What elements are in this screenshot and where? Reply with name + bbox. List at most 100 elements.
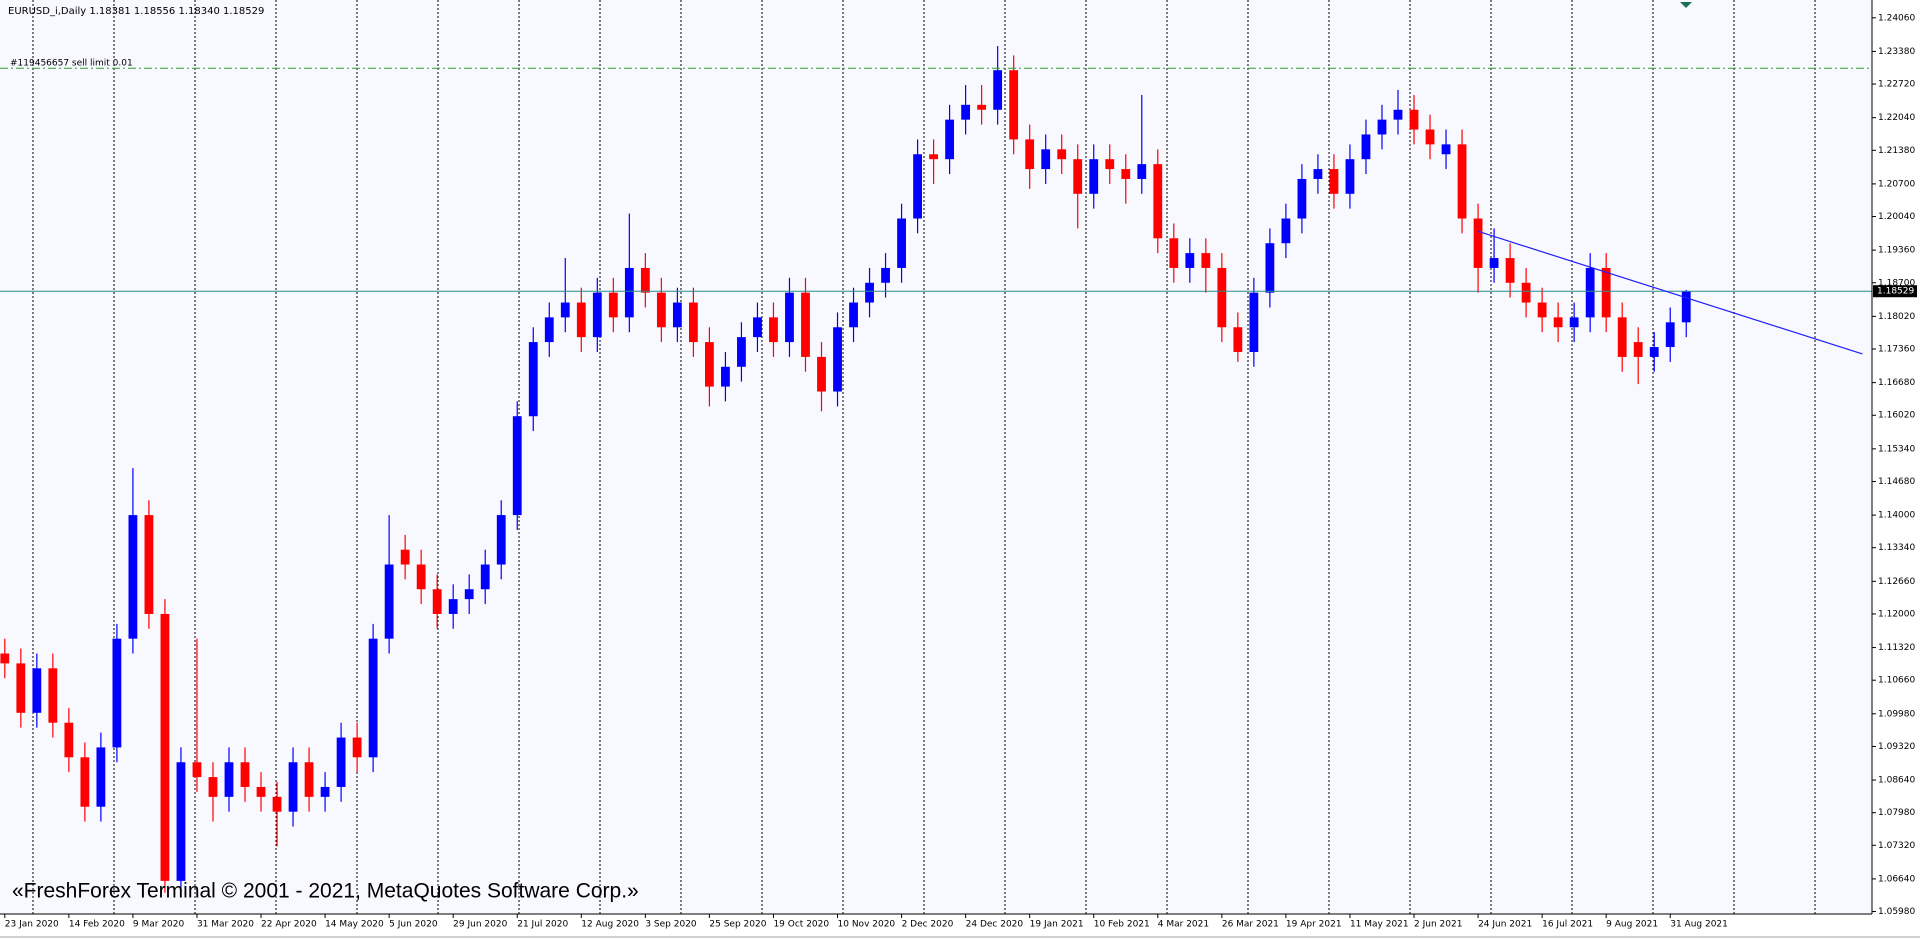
candle-body bbox=[160, 613, 170, 881]
y-tick-label: 1.06640 bbox=[1878, 874, 1915, 884]
candle-body bbox=[272, 796, 282, 812]
time-axis-area bbox=[0, 914, 1920, 939]
x-tick-label: 3 Sep 2020 bbox=[645, 920, 697, 930]
grid bbox=[32, 0, 1816, 914]
candle-body bbox=[977, 104, 987, 110]
y-tick-label: 1.13340 bbox=[1878, 543, 1915, 553]
last-price-label: 1.18529 bbox=[1877, 287, 1914, 297]
plot-background bbox=[0, 0, 1872, 914]
candle-body bbox=[112, 638, 122, 748]
candle-body bbox=[1025, 139, 1035, 170]
candle-body bbox=[304, 762, 314, 797]
candle-body bbox=[192, 762, 202, 778]
y-tick-label: 1.05980 bbox=[1878, 907, 1915, 917]
x-tick-label: 2 Jun 2021 bbox=[1414, 920, 1462, 930]
candle-body bbox=[64, 722, 74, 758]
candle-body bbox=[1409, 109, 1419, 130]
candle-body bbox=[320, 786, 330, 797]
x-tick-label: 12 Aug 2020 bbox=[581, 920, 639, 930]
candle-body bbox=[1169, 238, 1179, 268]
x-tick-label: 29 Jun 2020 bbox=[453, 920, 507, 930]
candle-body bbox=[1329, 169, 1339, 194]
candle-body bbox=[1297, 178, 1307, 219]
y-tick-label: 1.09320 bbox=[1878, 742, 1915, 752]
y-tick-label: 1.12660 bbox=[1878, 577, 1915, 587]
candle-body bbox=[464, 589, 474, 600]
x-tick-label: 31 Mar 2020 bbox=[197, 920, 254, 930]
y-tick-label: 1.07320 bbox=[1878, 841, 1915, 851]
y-tick-label: 1.10660 bbox=[1878, 676, 1915, 686]
candle-body bbox=[1681, 291, 1691, 323]
candle-body bbox=[672, 302, 682, 328]
candle-body bbox=[1537, 302, 1547, 318]
x-tick-label: 14 Feb 2020 bbox=[69, 920, 125, 930]
candle-body bbox=[1585, 267, 1595, 318]
candle-body bbox=[1377, 119, 1387, 135]
overlays bbox=[0, 67, 1872, 355]
candle-body bbox=[1265, 243, 1275, 293]
y-tick-label: 1.09980 bbox=[1878, 709, 1915, 719]
y-tick-label: 1.15340 bbox=[1878, 444, 1915, 454]
candle-body bbox=[1361, 134, 1371, 160]
candle-body bbox=[400, 549, 410, 565]
x-tick-label: 24 Jun 2021 bbox=[1478, 920, 1532, 930]
candle-body bbox=[1057, 149, 1067, 160]
x-tick-label: 5 Jun 2020 bbox=[389, 920, 438, 930]
candle-body bbox=[592, 292, 602, 338]
candle-body bbox=[1393, 109, 1403, 120]
candle-body bbox=[1521, 282, 1531, 303]
candle-body bbox=[1601, 267, 1611, 318]
candle-body bbox=[1153, 164, 1163, 239]
candle-body bbox=[1473, 218, 1483, 268]
x-tick-label: 14 May 2020 bbox=[325, 920, 384, 930]
candles bbox=[0, 45, 1691, 893]
candle-body bbox=[528, 342, 538, 417]
y-tick-label: 1.11320 bbox=[1878, 643, 1915, 653]
candle-body bbox=[881, 267, 890, 283]
y-tick-label: 1.19360 bbox=[1878, 246, 1915, 256]
candle-body bbox=[48, 668, 58, 723]
shift-marker[interactable] bbox=[1680, 2, 1692, 8]
candle-body bbox=[993, 70, 1003, 110]
x-tick-label: 2 Dec 2020 bbox=[902, 920, 954, 930]
candle-body bbox=[1649, 347, 1659, 357]
x-tick-label: 24 Dec 2020 bbox=[966, 920, 1024, 930]
candle-body bbox=[929, 154, 939, 160]
candle-body bbox=[769, 317, 778, 343]
candle-body bbox=[688, 302, 698, 343]
candle-body bbox=[833, 327, 842, 392]
candle-body bbox=[1249, 292, 1259, 352]
candle-body bbox=[96, 747, 106, 807]
candle-body bbox=[336, 737, 346, 787]
trendline bbox=[1477, 230, 1863, 355]
candle-body bbox=[1633, 342, 1643, 357]
candle-body bbox=[624, 267, 634, 318]
candle-body bbox=[32, 668, 42, 713]
x-tick-label: 19 Apr 2021 bbox=[1286, 920, 1342, 930]
candle-body bbox=[544, 317, 554, 343]
y-tick-label: 1.07980 bbox=[1878, 808, 1915, 818]
y-tick-label: 1.12000 bbox=[1878, 609, 1915, 619]
candle-body bbox=[480, 564, 490, 590]
candle-body bbox=[865, 282, 874, 303]
candle-body bbox=[1569, 317, 1579, 328]
candle-body bbox=[1105, 159, 1115, 170]
candle-body bbox=[432, 589, 442, 614]
x-tick-label: 19 Oct 2020 bbox=[773, 920, 829, 930]
candle-body bbox=[1217, 267, 1227, 328]
y-tick-label: 1.23380 bbox=[1878, 47, 1915, 57]
y-tick-label: 1.20040 bbox=[1878, 212, 1915, 222]
candle-body bbox=[801, 292, 810, 357]
y-tick-label: 1.22040 bbox=[1878, 113, 1915, 123]
x-tick-label: 10 Feb 2021 bbox=[1094, 920, 1150, 930]
candle-body bbox=[1121, 169, 1131, 179]
y-tick-label: 1.20700 bbox=[1878, 179, 1915, 189]
candle-body bbox=[1617, 317, 1627, 357]
x-tick-label: 22 Apr 2020 bbox=[261, 920, 317, 930]
x-tick-label: 9 Aug 2021 bbox=[1606, 920, 1658, 930]
candle-body bbox=[945, 119, 955, 160]
candle-body bbox=[1345, 159, 1355, 194]
order-label: #119456657 sell limit 0.01 bbox=[10, 59, 133, 69]
